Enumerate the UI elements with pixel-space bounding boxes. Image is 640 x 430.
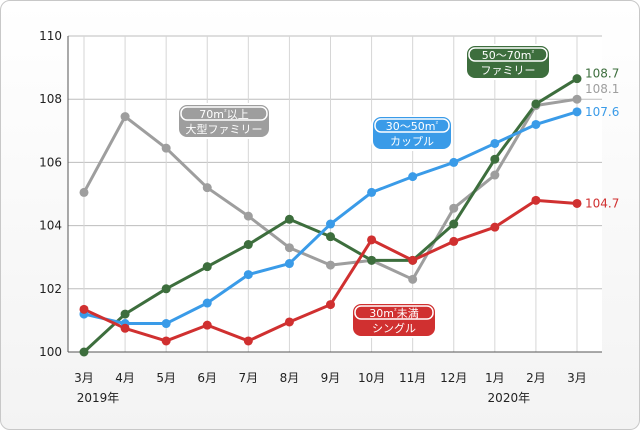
data-point-family — [531, 99, 541, 109]
data-point-large — [243, 211, 253, 221]
x-tick-label: 3月 — [567, 371, 587, 385]
data-point-family — [243, 240, 253, 250]
data-point-couple — [490, 138, 500, 148]
legend-sublabel-large: 大型ファミリー — [186, 122, 263, 136]
y-tick-label: 110 — [39, 29, 62, 43]
legend-badge-inner-single — [354, 305, 434, 320]
end-value-label-large: 108.1 — [585, 82, 619, 96]
data-point-family — [367, 255, 377, 265]
legend-label-single: 30m²未満 — [369, 307, 419, 320]
data-point-single — [284, 317, 294, 327]
data-point-family — [449, 219, 459, 229]
x-tick-label: 8月 — [280, 371, 300, 385]
data-point-couple — [408, 172, 418, 182]
data-point-family — [120, 309, 130, 319]
legend-badge-inner-family — [468, 47, 548, 62]
data-point-large — [79, 187, 89, 197]
x-tick-label: 4月 — [115, 371, 135, 385]
data-point-family — [79, 347, 89, 357]
end-value-label-family: 108.7 — [585, 67, 619, 81]
legend-badge-family — [465, 44, 551, 80]
x-tick-label: 6月 — [197, 371, 217, 385]
legend-sublabel-couple: カップル — [390, 135, 434, 148]
data-point-single — [326, 300, 335, 310]
data-point-large — [120, 112, 130, 122]
y-tick-label: 100 — [39, 345, 62, 359]
data-point-family — [326, 232, 335, 242]
data-point-large — [161, 143, 171, 153]
data-point-couple — [161, 319, 171, 329]
legend-sublabel-single: シングル — [372, 321, 416, 335]
data-point-couple — [572, 107, 582, 117]
legend-badge-inner-couple — [374, 118, 450, 133]
data-point-single — [120, 323, 130, 333]
data-point-couple — [367, 187, 377, 197]
x-tick-label: 5月 — [156, 371, 176, 385]
data-point-couple — [449, 157, 459, 167]
data-point-couple — [202, 298, 212, 308]
data-point-single — [449, 236, 459, 246]
data-point-family — [572, 74, 582, 84]
end-value-label-couple: 107.6 — [585, 105, 619, 119]
legend-badge-inner-large — [180, 106, 268, 121]
x-tick-label: 1月 — [485, 371, 505, 385]
data-point-single — [490, 222, 500, 232]
data-point-family — [202, 262, 212, 272]
data-point-large — [284, 243, 294, 253]
legend-sublabel-family: ファミリー — [481, 64, 536, 77]
legend-label-couple: 30～50m² — [386, 120, 439, 133]
data-point-single — [408, 255, 418, 265]
x-year-label: 2020年 — [488, 391, 531, 405]
x-year-label: 2019年 — [77, 391, 120, 405]
data-point-single — [243, 336, 253, 346]
x-tick-label: 9月 — [321, 371, 341, 385]
data-point-family — [490, 154, 500, 164]
y-tick-label: 108 — [39, 92, 62, 106]
data-point-single — [79, 304, 89, 314]
data-point-single — [161, 336, 171, 346]
data-point-large — [326, 260, 335, 270]
data-point-couple — [531, 119, 541, 129]
data-point-family — [161, 284, 171, 294]
end-value-label-single: 104.7 — [585, 196, 619, 210]
data-point-family — [284, 214, 294, 224]
data-point-single — [531, 195, 541, 205]
legend-badge-large — [177, 103, 271, 139]
x-tick-label: 2月 — [526, 371, 546, 385]
data-point-couple — [243, 270, 253, 280]
data-point-large — [572, 94, 582, 104]
data-point-large — [490, 170, 500, 180]
data-point-large — [449, 203, 459, 213]
legend-label-family: 50～70m² — [482, 49, 535, 62]
legend-label-large: 70m²以上 — [199, 108, 249, 121]
y-tick-label: 102 — [39, 282, 62, 296]
y-tick-label: 106 — [39, 155, 62, 169]
legend-badge-couple — [371, 115, 453, 151]
data-point-couple — [284, 259, 294, 269]
x-tick-label: 11月 — [399, 371, 426, 385]
x-tick-label: 3月 — [74, 371, 94, 385]
data-point-single — [367, 235, 377, 245]
data-point-couple — [326, 219, 335, 229]
data-point-large — [408, 274, 418, 284]
legend-badge-single — [351, 302, 437, 338]
data-point-single — [202, 320, 212, 330]
data-point-single — [572, 198, 582, 208]
y-tick-label: 104 — [39, 219, 62, 233]
x-tick-label: 7月 — [239, 371, 259, 385]
x-tick-label: 12月 — [440, 371, 467, 385]
x-tick-label: 10月 — [358, 371, 385, 385]
data-point-large — [202, 183, 212, 193]
